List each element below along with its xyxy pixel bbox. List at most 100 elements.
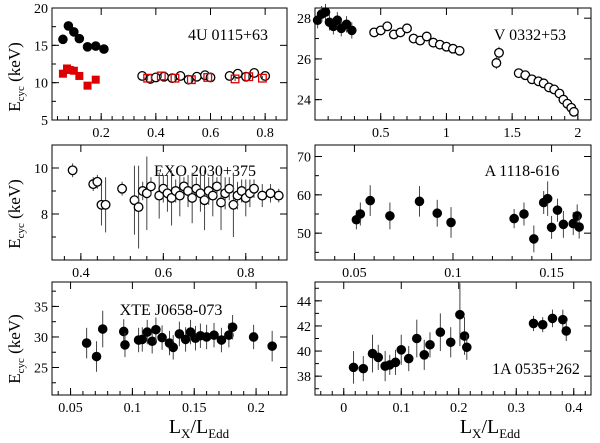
x-tick-label: 0.8 [237,266,255,281]
data-point [150,72,161,83]
data-point [118,326,129,337]
x-tick-label: 1.5 [503,126,521,141]
data-point [547,313,558,324]
data-point [509,213,519,224]
x-tick-label: 0.15 [182,401,207,416]
data-point [248,332,259,342]
data-point [145,181,156,192]
series-1 [351,181,584,253]
data-point [390,357,401,368]
data-point [187,192,198,203]
data-point [75,71,84,80]
data-point [435,327,446,338]
data-point [99,44,109,54]
x-tick-label: 0.2 [92,126,110,141]
data-point [91,75,100,84]
data-point [67,165,78,176]
data-point [265,188,276,199]
data-point [191,71,202,82]
data-point [396,345,407,355]
data-point [320,7,331,17]
y-tick-label: 5 [41,114,48,129]
series-1 [348,283,572,384]
data-point [529,234,539,244]
data-point [133,202,144,213]
data-point [459,331,470,341]
xlabel-sub2: Edd [499,426,520,441]
data-point [519,209,529,219]
x-tick-label: 0.4 [565,401,583,416]
data-point [69,66,78,75]
xlabel-sub1: X [472,426,482,441]
panel-5: 25 30 35 0.05 0.1 0.15 0.2 XTE J0658-073 [34,281,288,416]
data-point [249,183,259,194]
x-tick-label: 0.1 [393,401,411,416]
x-tick-label: 0.15 [539,266,564,281]
data-point [558,219,569,230]
data-point [137,334,148,345]
x-tick-label: 0.4 [147,126,165,141]
y-tick-label: 24 [297,94,311,109]
panel-2: 24 26 28 0.5 1 1.5 2 V 0332+53 [297,3,592,141]
x-tick-label: 0.05 [58,401,83,416]
x-tick-label: 0.2 [450,401,468,416]
y-tick-label: 60 [297,189,311,204]
data-point [373,352,384,363]
data-point [147,336,157,347]
y-tick-label: 28 [297,12,311,27]
ylabel-unit: (keV) [5,42,24,86]
data-point [137,70,148,81]
panel-title: A 1118-616 [485,163,560,180]
data-point [228,199,239,210]
data-point [74,33,85,44]
data-point [120,340,130,350]
data-point [216,335,227,345]
data-point [462,342,472,353]
xlabel-left: LX/LEdd [169,416,230,441]
data-point [142,327,153,337]
y-tick-label: 42 [297,320,311,335]
data-point [224,183,235,194]
data-point [92,176,103,187]
data-point [411,333,422,344]
data-point [65,65,74,74]
data-point [211,181,222,192]
data-point [69,27,79,37]
data-point [454,45,465,56]
plot-frame [51,144,288,261]
data-point [209,330,219,340]
series-4 [143,71,267,85]
ylabel-row1: Ecyc (keV) [5,42,27,112]
data-point [151,324,161,335]
ylabel-row2: Ecyc (keV) [5,179,27,249]
y-tick-label: 25 [34,362,48,377]
data-point [82,42,93,52]
panel-title: 4U 0115+63 [188,27,268,44]
panel-title: V 0332+53 [494,27,566,44]
data-point [561,326,572,336]
y-tick-label: 30 [34,331,48,346]
x-tick-label: 0.8 [256,126,274,141]
data-point [402,23,412,34]
y-tick-label: 38 [297,370,311,385]
data-point [273,190,284,201]
x-tick-label: 0.1 [124,401,142,416]
data-point [63,21,74,31]
series-1 [312,3,357,39]
y-tick-label: 70 [297,151,311,166]
xlabel-right: LX/LEdd [460,416,521,441]
data-point [537,319,548,330]
data-point [156,71,166,81]
data-point [572,211,583,221]
data-point [355,209,366,219]
series-2 [58,64,100,90]
series-1 [58,21,109,54]
panel-4: 50 60 70 0.05 0.1 0.15 A 1118-616 [297,144,592,281]
data-point [446,217,456,228]
data-point [257,190,268,201]
ylabel-main: E [5,238,24,248]
ylabel-main: E [5,373,24,383]
data-point [157,332,167,343]
